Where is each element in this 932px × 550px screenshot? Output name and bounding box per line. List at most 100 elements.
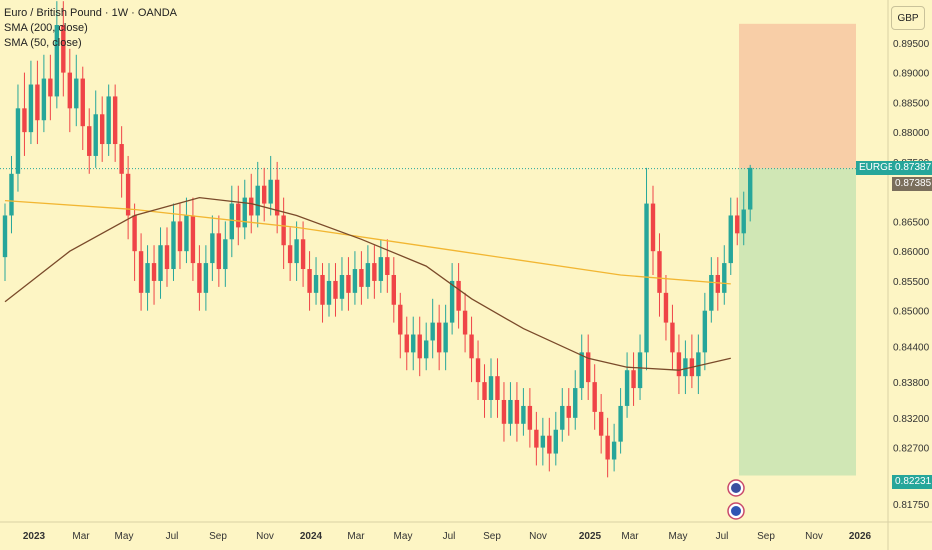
candle-body bbox=[514, 399, 520, 424]
candle-body bbox=[15, 108, 21, 174]
candle-body bbox=[443, 322, 448, 353]
candle-body bbox=[702, 310, 708, 353]
candle-body bbox=[624, 370, 630, 406]
y-tick-label: 0.88500 bbox=[893, 98, 930, 109]
last-price-tag: 0.87387 bbox=[892, 161, 932, 175]
candle-body bbox=[300, 239, 306, 270]
candle-body bbox=[80, 78, 85, 127]
candle-body bbox=[255, 185, 260, 216]
x-tick-label: May bbox=[669, 531, 688, 542]
candle-body bbox=[637, 352, 643, 389]
candle-body bbox=[262, 185, 267, 204]
y-tick-label: 0.86000 bbox=[893, 247, 930, 258]
target-zone bbox=[739, 23, 856, 169]
candle-body bbox=[527, 405, 533, 430]
candle-body bbox=[540, 435, 546, 448]
candle-body bbox=[87, 126, 92, 156]
candle-body bbox=[475, 358, 481, 383]
y-tick-label: 0.88000 bbox=[893, 128, 930, 139]
candle-body bbox=[294, 239, 299, 264]
candle-body bbox=[430, 322, 435, 341]
candle-body bbox=[598, 411, 604, 436]
candle-body bbox=[93, 114, 98, 156]
candle-body bbox=[216, 233, 222, 270]
candle-body bbox=[151, 263, 157, 281]
y-tick-label: 0.89000 bbox=[893, 69, 930, 80]
x-tick-label: Jul bbox=[716, 531, 729, 542]
candle-body bbox=[197, 263, 202, 293]
candle-body bbox=[171, 221, 176, 270]
candle-body bbox=[592, 382, 597, 412]
y-tick-label: 0.84400 bbox=[893, 342, 930, 353]
candle-body bbox=[229, 203, 234, 240]
y-tick-label: 0.85500 bbox=[893, 277, 930, 288]
candle-body bbox=[618, 405, 623, 442]
candle-body bbox=[132, 215, 137, 252]
candle-body bbox=[611, 441, 617, 460]
candle-body bbox=[735, 215, 740, 234]
stop-price-tag: 0.82231 bbox=[892, 475, 932, 489]
candle-body bbox=[521, 405, 526, 424]
candle-body bbox=[469, 334, 474, 359]
candle-body bbox=[508, 399, 513, 424]
candle-body bbox=[100, 114, 105, 145]
candle-body bbox=[482, 382, 487, 400]
candle-body bbox=[436, 322, 442, 353]
candle-body bbox=[449, 280, 455, 323]
candle-body bbox=[9, 173, 14, 216]
candle-body bbox=[573, 388, 578, 418]
currency-button[interactable]: GBP bbox=[891, 6, 925, 30]
candle-body bbox=[74, 78, 79, 109]
candle-body bbox=[2, 215, 8, 258]
candle-body bbox=[236, 203, 241, 228]
candle-body bbox=[741, 209, 746, 234]
candle-body bbox=[359, 269, 364, 287]
candle-body bbox=[417, 334, 422, 359]
x-tick-label: 2026 bbox=[849, 531, 872, 542]
candle-body bbox=[61, 24, 66, 73]
candle-body bbox=[657, 251, 662, 293]
y-tick-label: 0.86500 bbox=[893, 217, 930, 228]
candle-body bbox=[320, 274, 325, 305]
candle-body bbox=[106, 96, 111, 145]
candle-body bbox=[274, 179, 280, 216]
candle-body bbox=[650, 203, 656, 252]
candle-body bbox=[223, 239, 228, 270]
x-tick-label: Nov bbox=[256, 531, 274, 542]
sma-price-tag: 0.87385 bbox=[892, 177, 932, 191]
legend-title: Euro / British Pound · 1W · OANDA bbox=[4, 7, 177, 19]
sma50-line bbox=[4, 196, 731, 371]
candle-body bbox=[404, 334, 409, 353]
candle-body bbox=[644, 203, 649, 353]
x-tick-label: 2024 bbox=[300, 531, 323, 542]
candle-body bbox=[346, 274, 351, 293]
candle-body bbox=[547, 435, 552, 454]
legend-sma50[interactable]: SMA (50, close) bbox=[4, 37, 82, 49]
x-tick-label: Sep bbox=[483, 531, 501, 542]
x-tick-label: Sep bbox=[757, 531, 775, 542]
y-tick-label: 0.85000 bbox=[893, 307, 930, 318]
y-tick-label: 0.83800 bbox=[893, 378, 930, 389]
candle-body bbox=[586, 352, 591, 383]
candle-body bbox=[488, 376, 494, 400]
candle-body bbox=[119, 144, 124, 174]
candle-body bbox=[534, 429, 539, 448]
candle-body bbox=[333, 280, 338, 299]
legend: Euro / British Pound · 1W · OANDA SMA (2… bbox=[4, 6, 177, 51]
y-tick-label: 0.89500 bbox=[893, 39, 930, 50]
event-flag-inner bbox=[731, 483, 741, 493]
event-flag-inner bbox=[731, 506, 741, 516]
candle-body bbox=[579, 352, 584, 389]
candle-body bbox=[164, 245, 170, 270]
candle-body bbox=[495, 376, 500, 400]
y-tick-label: 0.82700 bbox=[893, 444, 930, 455]
candle-body bbox=[748, 167, 753, 210]
y-tick-label: 0.81750 bbox=[893, 500, 930, 511]
y-tick-label: 0.83200 bbox=[893, 414, 930, 425]
x-tick-label: Nov bbox=[529, 531, 547, 542]
legend-sma200[interactable]: SMA (200, close) bbox=[4, 22, 88, 34]
candle-body bbox=[281, 215, 286, 246]
candle-body bbox=[35, 84, 40, 121]
